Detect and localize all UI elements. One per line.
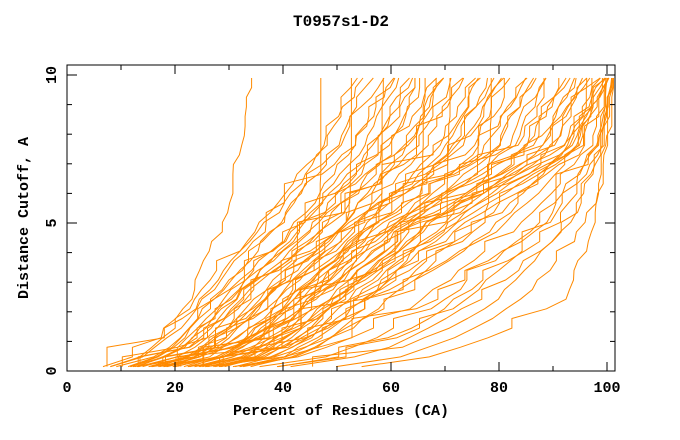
model-curve: [278, 78, 614, 368]
model-curve: [194, 78, 426, 368]
model-curve: [127, 78, 416, 368]
model-curve: [151, 78, 352, 368]
model-curve: [276, 77, 607, 368]
model-curve: [336, 78, 614, 368]
axis-ticks-group: [66, 65, 615, 372]
tick-labels-group: 0 20 40 60 80 100 0 5 10: [44, 66, 621, 397]
x-tick-label: 100: [593, 380, 620, 397]
model-curve: [243, 78, 492, 368]
model-curve: [194, 78, 545, 368]
model-curve: [199, 78, 560, 368]
model-curve: [189, 77, 547, 368]
model-curve: [163, 77, 591, 368]
model-curves-group: [102, 77, 614, 368]
x-tick-label: 40: [274, 380, 292, 397]
model-curve: [172, 78, 384, 368]
model-curve: [180, 77, 488, 367]
model-curve: [134, 77, 395, 368]
model-curve: [166, 77, 502, 368]
model-curve: [205, 78, 603, 368]
model-curve: [220, 77, 610, 368]
model-curve: [149, 78, 421, 368]
model-curve: [148, 78, 416, 368]
model-curve: [187, 77, 504, 368]
model-curve: [166, 77, 464, 368]
model-curve: [178, 77, 481, 367]
model-curve: [130, 77, 385, 368]
model-curve: [232, 77, 610, 368]
model-curve: [132, 77, 583, 368]
model-curve: [207, 77, 588, 368]
model-curve: [152, 78, 593, 368]
y-tick-label: 10: [44, 66, 61, 84]
model-curve: [361, 77, 613, 368]
model-curve: [110, 77, 358, 368]
plot-frame: [66, 64, 616, 372]
x-tick-label: 60: [382, 380, 400, 397]
model-curve: [142, 77, 465, 368]
chart-title: T0957s1-D2: [293, 13, 389, 31]
model-curve: [106, 77, 364, 367]
model-curve: [218, 78, 451, 368]
model-curve: [188, 77, 606, 368]
x-axis-label: Percent of Residues (CA): [233, 403, 449, 420]
model-curve: [138, 77, 452, 368]
model-curve: [165, 77, 511, 367]
model-curve: [110, 77, 396, 368]
y-axis-label: Distance Cutoff, A: [16, 137, 33, 299]
y-tick-label: 5: [44, 218, 61, 227]
model-curve: [175, 77, 607, 367]
model-curve: [121, 77, 414, 367]
model-curve: [136, 78, 322, 368]
x-tick-label: 80: [490, 380, 508, 397]
x-tick-label: 0: [62, 380, 71, 397]
x-tick-label: 20: [166, 380, 184, 397]
model-curve: [205, 77, 614, 368]
model-curve: [240, 77, 607, 368]
y-tick-label: 0: [44, 366, 61, 375]
model-curve: [290, 77, 608, 368]
